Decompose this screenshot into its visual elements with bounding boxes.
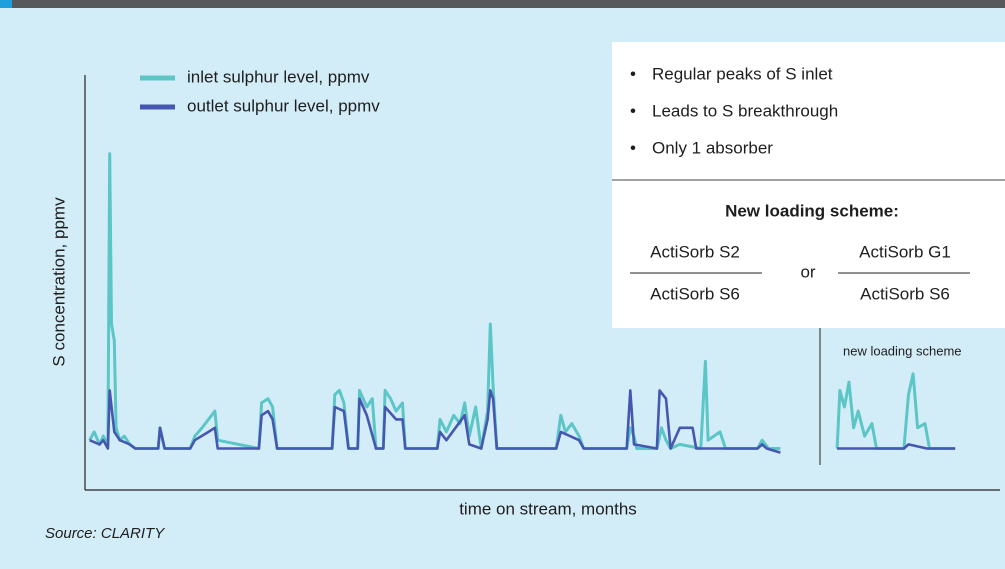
series-line [89,389,956,454]
bullet: • [630,101,636,120]
source: Source: CLARITY [45,525,165,542]
x-axis-label: time on stream, months [459,499,637,518]
bullet: • [630,138,636,157]
bullet: • [630,64,636,83]
bullet-text: Leads to S breakthrough [652,101,838,120]
notes: • Regular peaks of S inlet • Leads to S … [612,64,1005,303]
top-bar-accent [0,0,12,8]
option: ActiSorb S2 [650,242,740,261]
option: ActiSorb G1 [859,242,951,261]
notes-box: • Regular peaks of S inlet • Leads to S … [612,42,1005,328]
option: ActiSorb S6 [650,284,740,303]
heading: New loading scheme: [725,201,899,220]
annotation: new loading scheme [843,343,962,358]
option: ActiSorb S6 [860,284,950,303]
bullet-text: Only 1 absorber [652,138,773,157]
legend-label: inlet sulphur level, ppmv [187,67,370,86]
y-axis-label: S concentration, ppmv [49,197,68,367]
legend-label: outlet sulphur level, ppmv [187,96,380,115]
separator: or [800,262,815,281]
top-bar [0,0,1005,8]
bullet-text: Regular peaks of S inlet [652,64,833,83]
